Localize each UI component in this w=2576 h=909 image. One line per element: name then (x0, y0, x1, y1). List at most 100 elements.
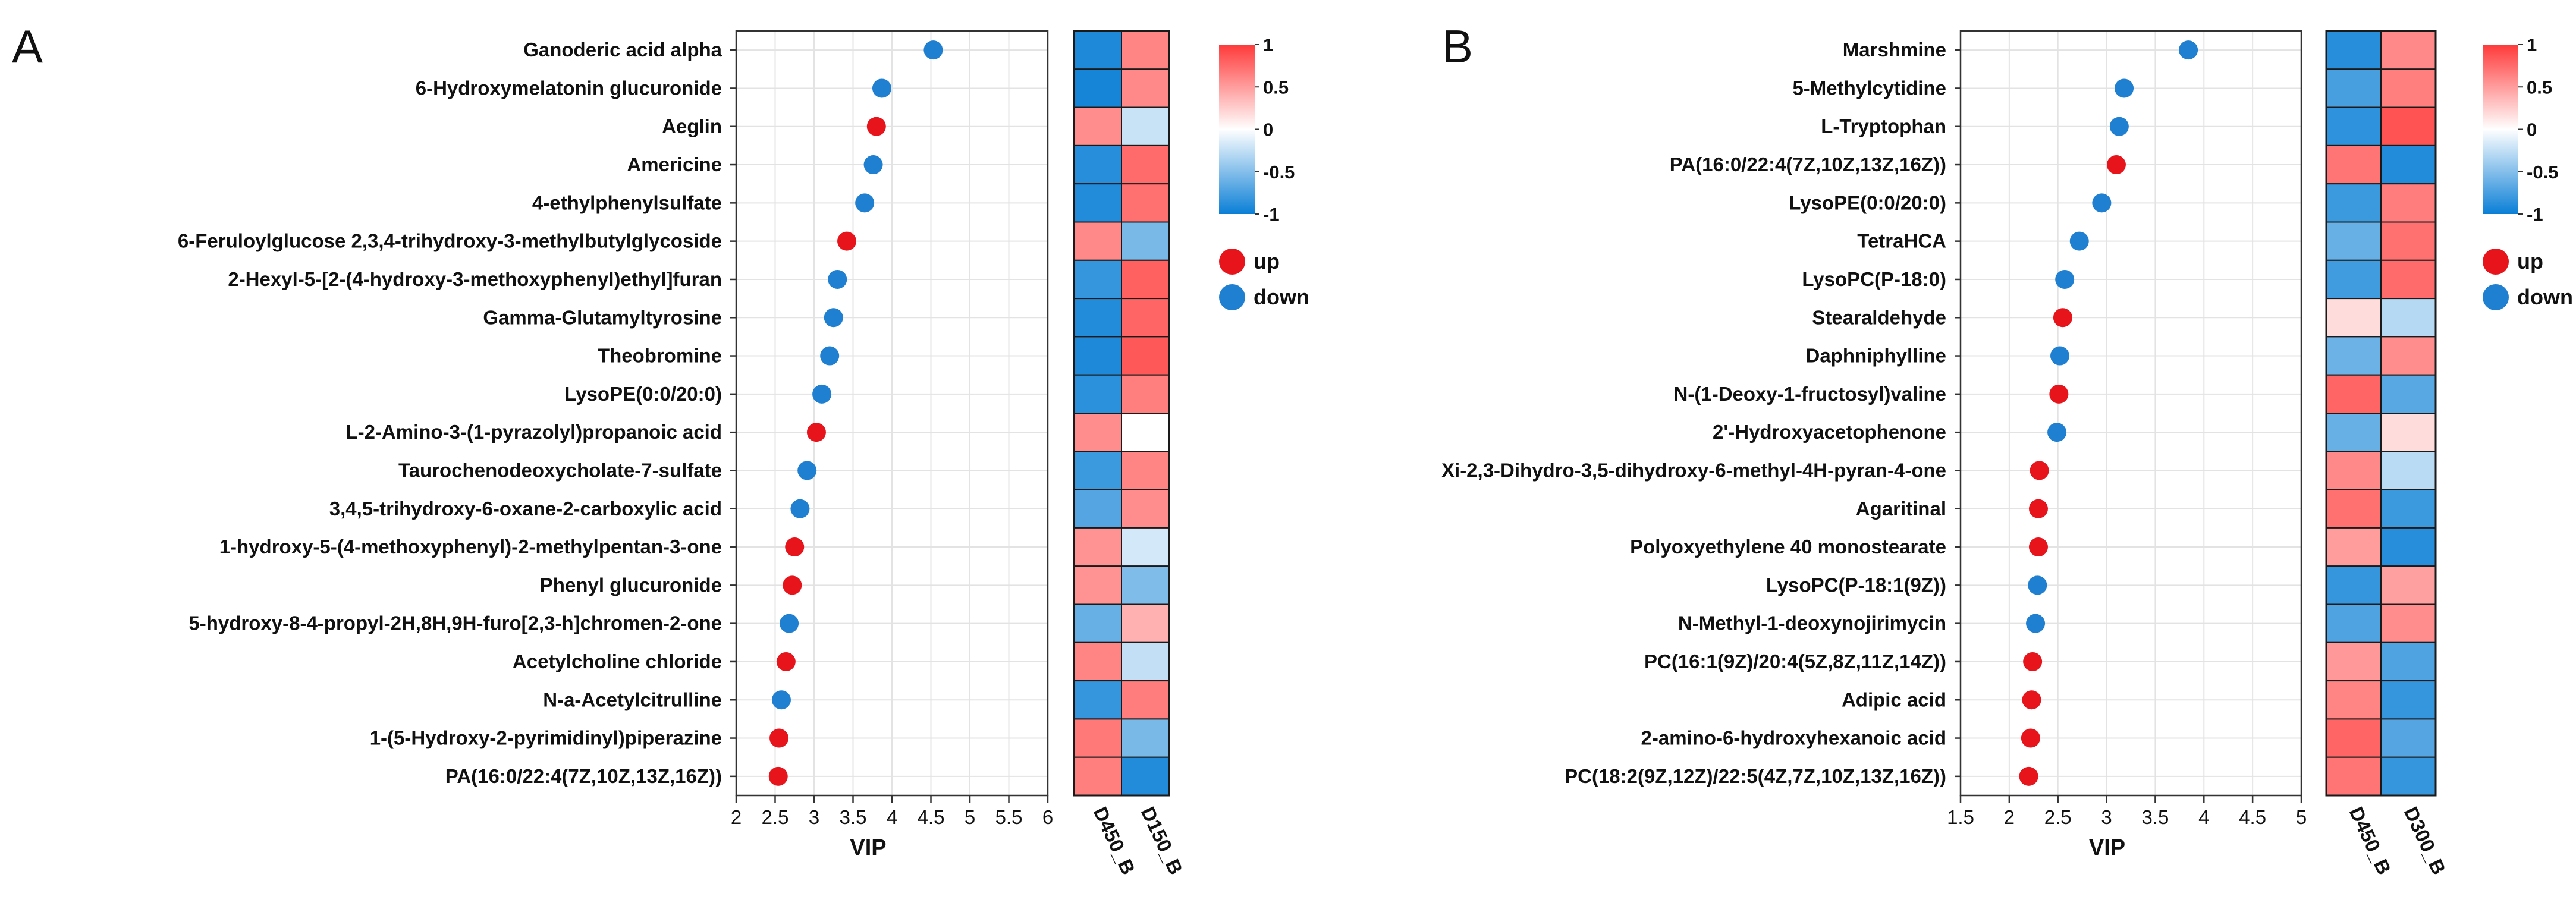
heatmap-cell (2380, 106, 2436, 146)
heatmap-cell (1121, 183, 1170, 223)
grid (736, 31, 1048, 795)
x-tick-label: 5.5 (995, 806, 1023, 828)
y-tick-label: Xi-2,3-Dihydro-3,5-dihydroxy-6-methyl-4H… (1441, 459, 1946, 481)
grid (1960, 31, 2302, 795)
heatmap-cell (1073, 527, 1122, 567)
y-tick-label: LysoPE(0:0/20:0) (1789, 191, 1946, 213)
heatmap-column-label: D450_B (2345, 803, 2396, 877)
heatmap-cell (2380, 259, 2436, 300)
heatmap-cell (2380, 374, 2436, 414)
heatmap-column-label: D150_B (1137, 803, 1188, 877)
heatmap-cell (1073, 183, 1122, 223)
y-tick-label: Americine (627, 153, 722, 175)
heatmap-cell (1073, 336, 1122, 376)
x-axis-title: VIP (850, 835, 886, 860)
heatmap-cell (1073, 221, 1122, 261)
heatmap-frame (1073, 30, 1170, 797)
heatmap-cell (2326, 106, 2382, 146)
data-point (785, 537, 805, 557)
y-tick-label: Adipic acid (1842, 688, 1946, 710)
panel-letter: A (12, 20, 43, 73)
y-tick-label: 2-amino-6-hydroxyhexanoic acid (1641, 727, 1946, 749)
heatmap-cell (2380, 413, 2436, 452)
heatmap-cell (2326, 144, 2382, 185)
data-point (2023, 652, 2043, 671)
legend-marker (1219, 284, 1245, 310)
heatmap-cell (1073, 413, 1122, 452)
data-point (923, 40, 943, 60)
data-point (783, 575, 802, 595)
x-tick-label: 5 (965, 806, 975, 828)
heatmap-cell (2326, 68, 2382, 108)
heatmap-cell (1121, 221, 1170, 261)
heatmap-cell (1073, 756, 1122, 796)
data-point (866, 117, 886, 136)
x-axis-title: VIP (2089, 835, 2125, 860)
heatmap-cell (2326, 756, 2382, 796)
y-tick-label: Stearaldehyde (1812, 306, 1946, 328)
data-point (2030, 461, 2049, 480)
x-tick-label: 1.5 (1947, 806, 1974, 828)
data-point (2028, 499, 2048, 518)
data-point (2028, 575, 2047, 595)
heatmap-column-label: D300_B (2400, 803, 2451, 877)
heatmap-cell (1121, 527, 1170, 567)
y-tick-label: LysoPC(P-18:1(9Z)) (1766, 574, 1946, 596)
colorbar-tick-label: -1 (2527, 204, 2543, 225)
legend-marker (1219, 249, 1245, 275)
heatmap-cell (2380, 336, 2436, 376)
y-tick-label: N-(1-Deoxy-1-fructosyl)valine (1674, 383, 1946, 405)
colorbar-tick-label: 0 (1263, 119, 1273, 140)
x-tick-label: 2.5 (2044, 806, 2072, 828)
heatmap-cell (2326, 527, 2382, 567)
colorbar-tick-label: -0.5 (2527, 162, 2558, 183)
heatmap-cell (2326, 565, 2382, 605)
data-point (2053, 308, 2072, 328)
y-tick-label: Theobromine (598, 345, 722, 367)
x-tick-label: 4.5 (918, 806, 945, 828)
y-tick-label: L-Tryptophan (1821, 115, 1946, 137)
data-point (2026, 614, 2046, 633)
data-point (2049, 384, 2069, 404)
heatmap-cell (2380, 221, 2436, 261)
y-tick-label: Ganoderic acid alpha (523, 39, 722, 61)
heatmap-cell (2326, 259, 2382, 300)
data-point (771, 690, 791, 710)
x-tick-label: 2 (731, 806, 742, 828)
heatmap-cell (1121, 489, 1170, 529)
panel-letter: B (1442, 20, 1473, 73)
heatmap-cell (1121, 718, 1170, 758)
colorbar-tick-label: 0 (2527, 119, 2537, 140)
y-tick-label: Acetylcholine chloride (513, 650, 722, 672)
heatmap-cell (2380, 451, 2436, 490)
heatmap-cell (1073, 718, 1122, 758)
x-tick-label: 2 (2004, 806, 2015, 828)
heatmap-cell (2326, 489, 2382, 529)
data-point (2047, 423, 2067, 442)
heatmap-cell (2326, 221, 2382, 261)
legend-label: down (1254, 285, 1309, 309)
legend: up down (1219, 249, 1309, 310)
heatmap-cell (2380, 680, 2436, 720)
legend-marker (2483, 284, 2509, 310)
data-point (863, 155, 883, 175)
colorbar-tick-label: 1 (2527, 34, 2537, 55)
heatmap-cell (1121, 451, 1170, 490)
colorbar-tick-label: -0.5 (1263, 162, 1295, 183)
heatmap-cell (2326, 603, 2382, 643)
heatmap-cell (1121, 565, 1170, 605)
y-tick-label: 6-Feruloylglucose 2,3,4-trihydroxy-3-met… (178, 230, 722, 252)
data-point (837, 231, 857, 251)
data-point (2028, 537, 2048, 557)
heatmap-cell (1121, 259, 1170, 300)
heatmap-cell (1121, 413, 1170, 452)
y-tick-label: Daphniphylline (1805, 345, 1946, 367)
data-point (2115, 78, 2134, 98)
heatmap-cell (2380, 144, 2436, 185)
panel-b: B 1.5 2 2.5 3 3.5 4 4.5 5 VIP Marshmine 5-Methylcyt… (1441, 20, 2573, 878)
y-tick-label: Aeglin (662, 115, 722, 137)
data-point (790, 499, 810, 518)
heatmap-cell (1121, 680, 1170, 720)
y-tick-label: TetraHCA (1857, 230, 1946, 252)
